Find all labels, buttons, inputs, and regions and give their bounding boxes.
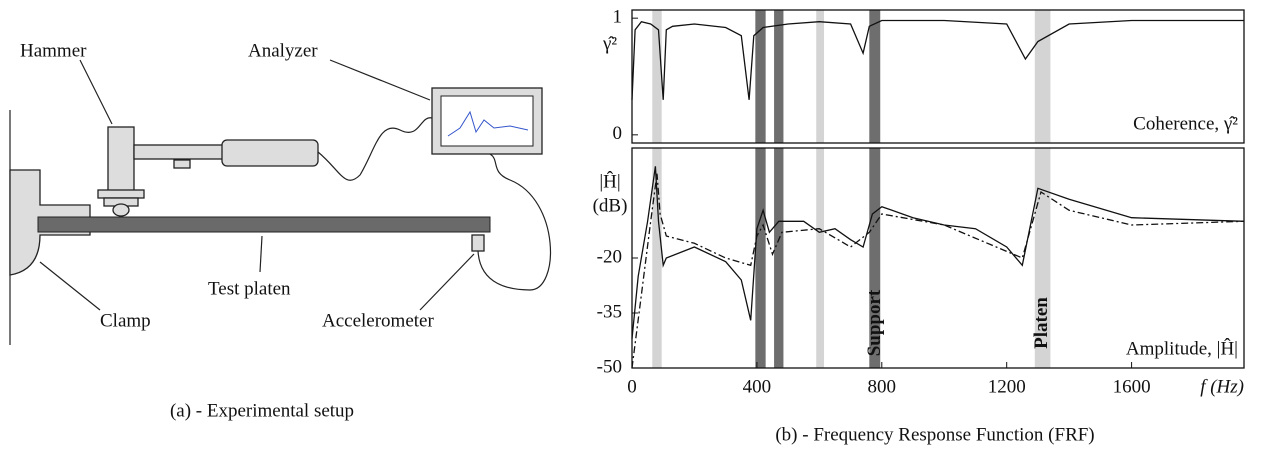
cable [477,153,552,291]
y-tick-label: -20 [597,246,622,267]
hammer-handle [221,139,319,167]
band [1034,10,1051,143]
band [774,148,784,368]
analyzer-screen [440,95,534,147]
arrow [329,59,431,101]
band [755,10,766,143]
x-axis-label: f (Hz) [1200,376,1244,397]
cable [317,117,433,181]
accelerometer [471,234,485,252]
diagram-label: Analyzer [248,40,318,61]
y-axis-label: γ̂² [602,33,617,54]
band-label: Support [864,289,885,356]
x-tick-label: 1200 [988,376,1026,397]
test-platen [37,216,491,233]
arrow [79,59,113,125]
caption: (b) - Frequency Response Function (FRF) [775,424,1094,445]
x-tick-label: 400 [743,376,772,397]
hammer-tip [97,189,145,199]
y-axis-label: |Ĥ| [599,170,620,192]
band [774,10,784,143]
panel-annotation: Amplitude, |Ĥ| [1126,337,1238,359]
arrow [39,261,101,311]
plot-frame [631,147,1245,369]
arrow [259,235,263,273]
band [869,10,881,143]
hammer-arm [133,144,225,160]
y-tick-label: -50 [597,356,622,377]
y-tick-label: 1 [613,7,623,28]
x-tick-label: 800 [868,376,897,397]
caption: (a) - Experimental setup [170,400,354,421]
series-line [631,19,1244,100]
band [1034,148,1051,368]
series-line [631,173,1245,369]
y-tick-label: -35 [597,301,622,322]
diagram-label: Clamp [100,310,151,331]
hammer-knob [173,159,191,169]
arrow [419,253,475,311]
setup-diagram: Hammer Analyzer Test platen Clamp Accele… [9,40,552,421]
plot-frame [631,9,1245,144]
band [652,10,662,143]
band [869,148,881,368]
band [816,148,825,368]
band [755,148,766,368]
y-axis-label: (dB) [593,195,628,216]
x-tick-label: 0 [627,376,637,397]
analyzer-trace [447,110,529,137]
x-tick-label: 1600 [1113,376,1151,397]
hammer-tip [112,203,130,217]
band-label: Platen [1031,297,1052,349]
diagram-label: Hammer [20,40,87,61]
band [652,148,662,368]
diagram-label: Accelerometer [322,310,434,331]
y-tick-label: 0 [613,123,623,144]
band [816,10,825,143]
panel-annotation: Coherence, γ̂² [1133,113,1238,134]
series-line [631,166,1245,339]
hammer-head [107,126,135,193]
diagram-label: Test platen [208,278,291,299]
